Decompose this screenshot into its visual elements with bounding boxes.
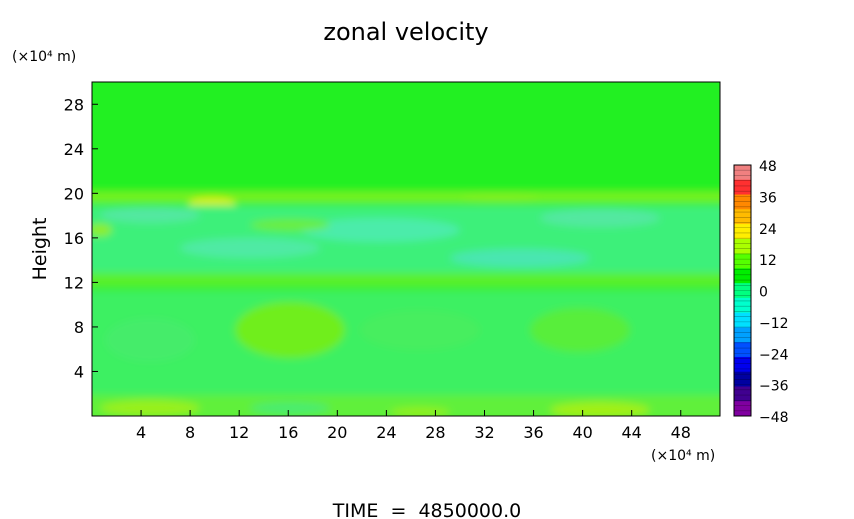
colorbar-tick-label: −48 <box>759 410 789 426</box>
colorbar: 48 36 24 12 0 −12 −24 −36 −48 <box>733 159 789 426</box>
y-axis: 4 8 12 16 20 24 28 <box>64 95 98 381</box>
plot-frame <box>91 81 721 417</box>
colorbar-swatch <box>734 327 751 343</box>
colorbar-swatch <box>734 312 751 328</box>
x-tick-label: 20 <box>327 423 347 442</box>
x-unit-label: (×10⁴ m) <box>651 448 715 464</box>
y-tick-label: 8 <box>74 318 84 337</box>
y-tick-label: 4 <box>74 362 84 381</box>
colorbar-swatch <box>734 268 751 284</box>
x-tick-label: 4 <box>136 423 146 442</box>
colorbar-frame <box>733 164 752 417</box>
x-tick-label: 24 <box>376 423 396 442</box>
colorbar-swatch <box>734 386 751 402</box>
x-tick-label: 12 <box>229 423 249 442</box>
x-tick-label: 28 <box>425 423 445 442</box>
colorbar-swatch <box>734 401 751 417</box>
y-tick-label: 20 <box>64 184 84 203</box>
time-footer: TIME = 4850000.0 <box>332 500 521 519</box>
colorbar-swatch <box>734 371 751 387</box>
colorbar-swatch <box>734 224 751 240</box>
x-tick-label: 32 <box>474 423 494 442</box>
colorbar-tick-label: 24 <box>759 222 777 238</box>
x-tick-label: 36 <box>523 423 543 442</box>
y-unit-label: (×10⁴ m) <box>12 49 76 65</box>
y-tick-label: 12 <box>64 273 84 292</box>
y-tick-label: 16 <box>64 229 84 248</box>
x-tick-label: 40 <box>572 423 592 442</box>
x-axis: 4 8 12 16 20 24 28 32 36 40 44 48 <box>136 410 691 442</box>
colorbar-swatch <box>734 179 751 196</box>
colorbar-tick-label: −24 <box>759 347 789 363</box>
colorbar-swatch <box>734 253 751 269</box>
x-tick-label: 44 <box>622 423 642 442</box>
colorbar-tick-label: 48 <box>759 159 777 175</box>
colorbar-swatch <box>734 356 751 373</box>
x-tick-label: 8 <box>185 423 195 442</box>
x-tick-label: 16 <box>278 423 298 442</box>
colorbar-swatch <box>734 342 751 358</box>
colorbar-tick-label: 0 <box>759 285 768 301</box>
colorbar-swatch <box>734 238 751 255</box>
colorbar-swatch <box>734 194 751 210</box>
y-axis-title: Height <box>29 218 51 281</box>
colorbar-tick-label: −36 <box>759 379 789 395</box>
colorbar-swatch <box>734 165 751 181</box>
y-tick-label: 24 <box>64 140 84 159</box>
colorbar-tick-label: −12 <box>759 316 789 332</box>
x-tick-label: 48 <box>671 423 691 442</box>
y-tick-label: 28 <box>64 95 84 114</box>
colorbar-swatch <box>734 209 751 225</box>
heatmap-field <box>92 82 720 416</box>
colorbar-tick-label: 36 <box>759 190 777 206</box>
colorbar-swatch <box>734 283 751 299</box>
colorbar-tick-label: 12 <box>759 253 777 269</box>
chart-title: zonal velocity <box>323 18 488 46</box>
colorbar-swatch <box>734 297 751 314</box>
